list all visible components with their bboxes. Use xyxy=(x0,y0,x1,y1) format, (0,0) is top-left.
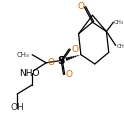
Text: O: O xyxy=(72,44,79,53)
Text: CH₃: CH₃ xyxy=(17,51,30,57)
Text: CH₃: CH₃ xyxy=(116,43,124,49)
Text: O: O xyxy=(65,70,72,79)
Text: CH₃: CH₃ xyxy=(114,19,124,24)
Text: OH: OH xyxy=(10,102,24,111)
Text: O: O xyxy=(47,57,54,66)
Text: NHO: NHO xyxy=(20,68,40,77)
Text: O: O xyxy=(77,2,84,11)
Text: S: S xyxy=(57,56,65,66)
